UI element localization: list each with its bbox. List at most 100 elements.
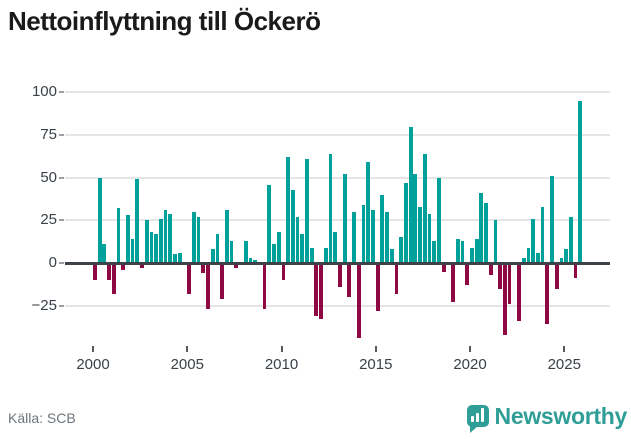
bar-2017-Q1 <box>413 174 418 263</box>
bar-2011-Q2 <box>305 158 309 263</box>
bar-2022-Q3 <box>517 263 521 321</box>
bar-2009-Q1 <box>262 263 267 310</box>
bar-2016-Q3 <box>404 182 408 263</box>
bar-2003-Q4 <box>163 210 168 263</box>
x-axis-tick-2020 <box>469 346 471 352</box>
bar-2013-Q3 <box>347 263 352 298</box>
bar-2010-Q4 <box>295 216 300 263</box>
x-axis-label-2010: 2010 <box>264 356 299 373</box>
bar-2002-Q2 <box>135 179 140 263</box>
bar-2005-Q1 <box>187 263 192 294</box>
bar-2020-Q3 <box>479 193 484 263</box>
bar-2003-Q2 <box>154 233 159 263</box>
bar-2007-Q2 <box>229 240 234 263</box>
bar-2001-Q4 <box>125 215 130 263</box>
bar-2004-Q3 <box>177 252 182 263</box>
bar-2015-Q1 <box>375 263 380 311</box>
bar-2013-Q4 <box>352 211 356 263</box>
bar-2001-Q1 <box>111 263 116 294</box>
bar-2020-Q4 <box>484 203 488 263</box>
bar-2016-Q1 <box>394 263 399 294</box>
y-axis-tick <box>59 262 64 264</box>
plot-area <box>65 80 610 345</box>
bar-2021-Q2 <box>493 220 498 263</box>
y-axis-label-50: 50 <box>40 168 57 186</box>
x-axis-tick-2005 <box>186 346 189 352</box>
bar-2025-Q4 <box>578 100 583 263</box>
bar-2012-Q2 <box>323 247 328 263</box>
bar-2019-Q1 <box>451 263 455 303</box>
bar-2014-Q1 <box>356 263 361 339</box>
bar-2016-Q2 <box>399 237 404 263</box>
y-axis-tick <box>59 176 64 179</box>
bar-2022-Q4 <box>521 257 526 263</box>
bar-2014-Q4 <box>371 210 375 263</box>
bar-2008-Q1 <box>243 240 248 263</box>
x-axis-label-2000: 2000 <box>76 356 110 373</box>
bar-2023-Q2 <box>531 218 536 263</box>
bar-2005-Q2 <box>191 211 196 263</box>
y-axis-label-75: 75 <box>40 126 57 144</box>
bar-2012-Q1 <box>319 263 323 320</box>
x-axis-label-2005: 2005 <box>170 356 204 373</box>
bar-2001-Q2 <box>116 208 121 263</box>
bar-2023-Q3 <box>535 252 540 263</box>
bar-2005-Q4 <box>201 263 206 274</box>
bar-2008-Q3 <box>253 259 258 263</box>
y-axis-label-25: 25 <box>40 211 57 229</box>
bar-2007-Q3 <box>234 263 239 269</box>
y-axis-tick <box>59 134 64 137</box>
bar-2021-Q4 <box>502 263 507 335</box>
bar-2011-Q3 <box>309 247 314 263</box>
bar-2021-Q3 <box>498 263 503 289</box>
bar-2013-Q2 <box>342 174 347 263</box>
bar-2019-Q4 <box>465 263 470 286</box>
bar-2009-Q3 <box>272 244 276 263</box>
bar-2023-Q4 <box>540 206 545 263</box>
bar-2015-Q3 <box>385 211 389 263</box>
bar-2000-Q4 <box>107 263 111 281</box>
y-axis-label--25: −25 <box>31 296 57 314</box>
bar-2003-Q3 <box>158 218 163 263</box>
bar-2010-Q3 <box>290 189 295 263</box>
bar-2006-Q3 <box>215 233 220 263</box>
bar-2002-Q3 <box>140 263 144 269</box>
x-axis-tick-2025 <box>563 346 566 352</box>
y-axis-label-100: 100 <box>31 83 57 101</box>
x-axis-tick-2015 <box>374 346 377 352</box>
gridline-75 <box>65 134 610 137</box>
bar-2008-Q2 <box>248 257 253 263</box>
bar-2018-Q2 <box>437 177 441 263</box>
bar-2012-Q3 <box>328 153 333 263</box>
bar-2010-Q2 <box>286 157 290 263</box>
bar-2004-Q2 <box>173 254 177 263</box>
bar-2018-Q1 <box>432 240 437 263</box>
bar-2025-Q2 <box>568 216 573 263</box>
bar-2024-Q1 <box>545 263 550 325</box>
bar-2020-Q1 <box>470 247 474 263</box>
chart-title: Nettoinflyttning till Öckerö <box>8 6 321 36</box>
chart: 100 75 50 25 0 −25 2000 2005 2010 2015 2020 2025 <box>31 80 610 373</box>
y-axis-label-0: 0 <box>48 254 57 271</box>
x-axis-label-2020: 2020 <box>453 356 487 373</box>
bar-2000-Q3 <box>102 244 107 263</box>
newsworthy-bubble-chart-icon <box>466 405 489 433</box>
bar-2025-Q3 <box>573 263 578 279</box>
bar-2018-Q3 <box>441 263 446 272</box>
x-axis-label-2025: 2025 <box>547 356 581 373</box>
newsworthy-logo[interactable]: Newsworthy <box>466 399 627 433</box>
bar-2001-Q3 <box>121 263 126 270</box>
bar-2017-Q4 <box>427 213 432 263</box>
bar-2021-Q1 <box>488 263 493 275</box>
bar-2002-Q4 <box>144 220 149 263</box>
bar-2015-Q2 <box>380 194 385 263</box>
bar-2011-Q1 <box>300 233 305 263</box>
bar-2015-Q4 <box>389 249 394 263</box>
gridline-50 <box>65 176 610 179</box>
bar-2014-Q2 <box>361 204 366 263</box>
bar-2011-Q4 <box>314 263 319 316</box>
gridline-25 <box>65 219 610 222</box>
bar-2024-Q2 <box>550 175 554 263</box>
bar-2024-Q4 <box>559 257 564 263</box>
